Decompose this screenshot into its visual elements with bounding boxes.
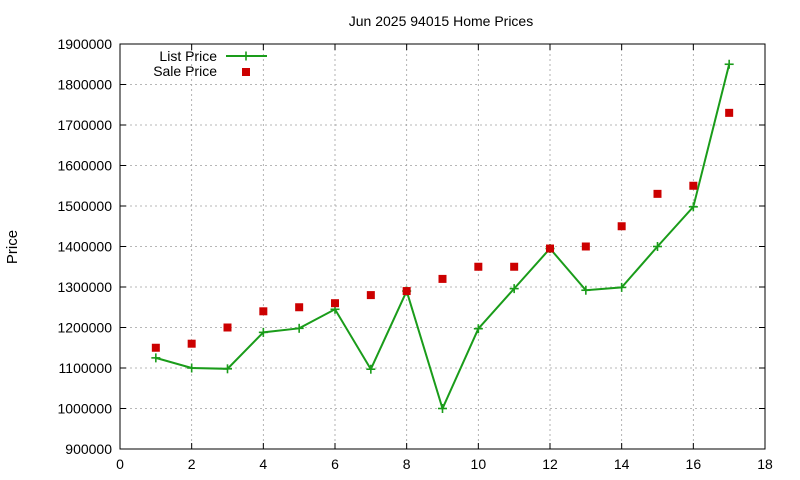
list-price-point [187, 363, 197, 373]
sale-price-point [617, 222, 626, 231]
sale-price-point [151, 343, 160, 352]
list-price-point [581, 285, 591, 295]
legend-label-list-price: List Price [159, 48, 217, 64]
sale-price-point [546, 244, 554, 253]
list-price-point [509, 284, 519, 294]
sale-price-point [259, 307, 268, 316]
x-tick-label: 12 [542, 456, 558, 472]
y-tick-label: 1900000 [57, 36, 112, 52]
list-price-point [617, 282, 627, 292]
legend-swatch-cross [241, 51, 251, 61]
list-price-point [258, 327, 268, 337]
x-tick-label: 16 [686, 456, 702, 472]
chart-title: Jun 2025 94015 Home Prices [349, 13, 533, 29]
y-tick-label: 1400000 [57, 239, 112, 255]
legend-swatch-square [242, 68, 250, 76]
list-price-point [724, 59, 734, 69]
x-tick-label: 2 [188, 456, 196, 472]
sale-price-point [725, 108, 734, 117]
list-price-point [366, 364, 376, 374]
x-tick-label: 10 [471, 456, 487, 472]
x-tick-label: 6 [331, 456, 339, 472]
y-tick-label: 1200000 [57, 320, 112, 336]
sale-price-point [402, 287, 411, 296]
y-tick-label: 1600000 [57, 158, 112, 174]
sale-price-point [653, 189, 662, 198]
list-price-point [223, 364, 232, 374]
list-price-point [653, 242, 662, 251]
y-tick-label: 1100000 [59, 360, 113, 376]
legend-label-sale-price: Sale Price [153, 63, 217, 79]
y-axis-label: Price [4, 230, 21, 264]
x-tick-label: 14 [614, 456, 630, 472]
y-tick-label: 900000 [65, 441, 112, 457]
series-layer [151, 59, 734, 413]
list-price-point [294, 323, 304, 333]
y-tick-label: 1800000 [57, 77, 112, 93]
sale-price-point [223, 323, 232, 332]
list-price-point [151, 353, 161, 363]
sale-price-point [689, 181, 698, 190]
x-tick-label: 8 [403, 456, 411, 472]
sale-price-point [187, 339, 196, 348]
sale-price-point [438, 274, 447, 283]
list-price-line [155, 64, 731, 412]
grid [120, 44, 765, 449]
sale-price-point [581, 242, 590, 251]
list-price-point [473, 324, 483, 334]
y-tick-label: 1500000 [57, 198, 112, 214]
y-tick-label: 1700000 [57, 117, 112, 133]
y-tick-label: 1300000 [57, 279, 112, 295]
sale-price-point [510, 262, 519, 271]
series-list-price [151, 59, 734, 413]
sale-price-point [331, 299, 339, 308]
sale-price-point [295, 303, 304, 312]
list-price-point [438, 404, 447, 413]
series-sale-price [151, 108, 734, 352]
x-tick-label: 4 [259, 456, 267, 472]
y-tick-label: 1000000 [57, 401, 112, 417]
axis-ticks: 0 2 4 6 8 10 12 14 16 18 900000 1000000 1100000 12000… [57, 36, 773, 472]
x-tick-label: 0 [116, 456, 124, 472]
sale-price-point [366, 291, 375, 300]
x-tick-label: 18 [757, 456, 773, 472]
sale-price-point [474, 262, 483, 271]
list-price-point [688, 202, 698, 212]
